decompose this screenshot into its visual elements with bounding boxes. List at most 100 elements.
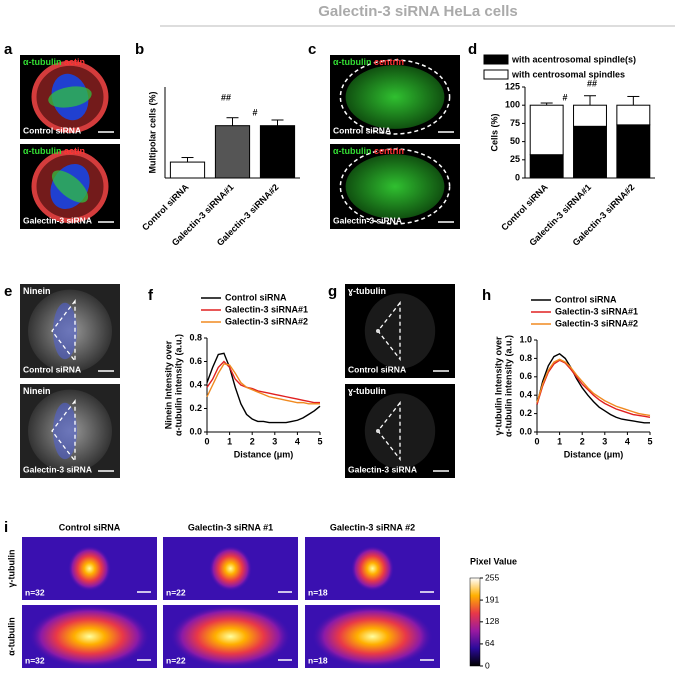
series-line <box>206 363 320 405</box>
cell-outline <box>339 59 451 135</box>
y-tick-label: 0.6 <box>519 371 532 381</box>
channel-labels: ɣ-tubulin <box>348 286 386 296</box>
y-axis-label: Multipolar cells (%) <box>147 91 157 173</box>
significance: # <box>252 107 257 117</box>
x-tick-label: 1 <box>227 436 232 446</box>
y-tick-label: 125 <box>505 81 520 91</box>
error-bar <box>271 119 284 126</box>
x-tick-label: 0 <box>534 436 539 446</box>
y-tick-label: 0.4 <box>519 390 532 400</box>
channel-label: Ninein <box>23 386 51 396</box>
y-axis-label: Cells (%) <box>489 113 499 151</box>
heatmap-blob <box>169 605 292 668</box>
x-axis-label: Distance (μm) <box>234 449 294 459</box>
colorbar-tick-label: 64 <box>485 638 495 648</box>
bar-segment <box>616 104 651 126</box>
y-tick-label: 50 <box>510 136 520 146</box>
panel-letter: b <box>135 41 144 58</box>
heatmap-blob <box>208 545 253 592</box>
y-tick-label: 0 <box>515 172 520 182</box>
figure-title: Galectin-3 siRNA HeLa cells <box>318 3 518 20</box>
panel-letter: d <box>468 41 477 58</box>
error-bar <box>226 117 239 126</box>
y-axis-label: α-tubulin intensity (a.u.) <box>503 335 513 437</box>
column-header: Control siRNA <box>59 522 121 532</box>
panel-letter: c <box>308 41 316 58</box>
legend-label: Galectin-3 siRNA#2 <box>225 316 308 326</box>
y-tick-label: 0.0 <box>519 426 532 436</box>
heatmap-blob <box>311 605 434 668</box>
image-caption: Galectin-3 siRNA <box>348 464 417 474</box>
x-tick-label: 5 <box>317 436 322 446</box>
channel-label: centrin <box>374 57 404 67</box>
legend-label: Control siRNA <box>225 292 287 302</box>
bar <box>259 125 296 179</box>
x-axis-label: Distance (μm) <box>564 449 624 459</box>
cell <box>345 65 445 129</box>
bar-segment <box>616 124 651 179</box>
channel-label: Ninein <box>23 286 51 296</box>
panel-letter: i <box>4 519 8 536</box>
series-line <box>536 352 650 424</box>
bar-segment <box>573 104 607 127</box>
panel-letter: g <box>328 283 337 300</box>
row-header: γ-tubulin <box>6 550 16 588</box>
n-label: n=18 <box>308 587 328 597</box>
x-tick-label: 3 <box>272 436 277 446</box>
image-caption: Galectin-3 siRNA <box>23 464 92 474</box>
channel-label: actin <box>64 57 85 67</box>
legend-label: with centrosomal spindles <box>511 69 625 79</box>
n-label: n=32 <box>25 655 45 665</box>
significance: # <box>562 92 567 102</box>
bar-segment <box>529 154 564 179</box>
bar <box>169 161 206 179</box>
roi <box>377 400 401 462</box>
n-label: n=18 <box>308 655 328 665</box>
row-header: α-tubulin <box>6 617 16 656</box>
chromatin <box>53 402 77 460</box>
channel-label: actin <box>64 146 85 156</box>
x-tick-label: 0 <box>204 436 209 446</box>
channel-labels: α-tubulin centrin <box>333 146 404 156</box>
y-tick-label: 0.8 <box>519 353 532 363</box>
x-tick-label: Control siRNA <box>140 182 191 233</box>
roi <box>377 300 401 362</box>
column-header: Galectin-3 siRNA #1 <box>188 522 273 532</box>
channel-labels: Ninein <box>23 386 51 396</box>
roi <box>51 398 76 464</box>
series-line <box>536 359 651 418</box>
x-tick-label: 2 <box>580 436 585 446</box>
legend-label: Galectin-3 siRNA#1 <box>555 306 638 316</box>
channel-labels: Ninein <box>23 286 51 296</box>
x-tick-label: 4 <box>625 436 630 446</box>
bar <box>214 125 251 179</box>
image-caption: Control siRNA <box>348 364 406 374</box>
y-axis-label: Ninein Intensity over <box>163 340 173 429</box>
y-tick-label: 0.8 <box>189 332 202 342</box>
legend-label: with acentrosomal spindle(s) <box>511 54 636 64</box>
roi <box>51 298 76 364</box>
series-line <box>536 358 651 417</box>
panel-letter: h <box>482 287 491 304</box>
panel-letter: a <box>4 41 13 58</box>
series-line <box>206 352 321 424</box>
heatmap-blob <box>350 545 395 592</box>
x-tick-label: 1 <box>557 436 562 446</box>
channel-label: centrin <box>374 146 404 156</box>
y-tick-label: 0.0 <box>189 426 202 436</box>
image-caption: Galectin-3 siRNA <box>333 215 402 225</box>
image-caption: Control siRNA <box>333 125 391 135</box>
spindle <box>51 170 89 203</box>
colorbar-label: Pixel Value <box>470 556 517 566</box>
channel-label: α-tubulin <box>333 57 372 67</box>
error-bar <box>540 102 553 106</box>
image-caption: Galectin-3 siRNA <box>23 215 92 225</box>
colorbar <box>469 577 481 667</box>
y-tick-label: 100 <box>505 100 520 110</box>
legend-swatch <box>483 69 509 80</box>
image-caption: Control siRNA <box>23 125 81 135</box>
channel-label: ɣ-tubulin <box>348 286 386 296</box>
spindle <box>48 86 92 108</box>
y-tick-label: 1.0 <box>519 334 532 344</box>
panel-letter: f <box>148 287 154 304</box>
